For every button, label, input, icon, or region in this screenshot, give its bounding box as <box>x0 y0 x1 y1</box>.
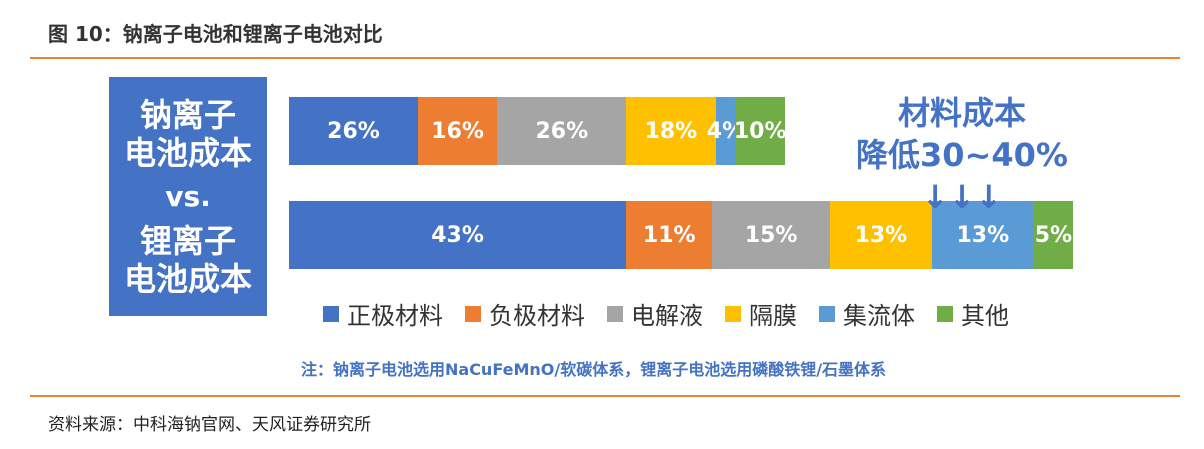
bar-value-label: 13% <box>956 222 1010 248</box>
chart-note: 注：钠离子电池选用NaCuFeMnO/软碳体系，锂离子电池选用磷酸铁锂/石墨体系 <box>301 360 887 379</box>
bar-segment <box>931 201 1034 269</box>
bar-value-label: 18% <box>644 118 698 144</box>
bar-value-label: 11% <box>642 222 696 248</box>
chart-legend: 正极材料 负极材料 电解液 隔膜 集流体 其他 <box>323 296 1009 331</box>
legend-item: 隔膜 <box>725 296 797 331</box>
bar-segment <box>289 97 418 165</box>
bar-segment <box>1033 201 1073 269</box>
header-divider <box>30 57 1180 59</box>
legend-swatch <box>819 305 835 322</box>
bar-segment <box>626 97 716 165</box>
bar-value-label: 5% <box>1034 222 1073 248</box>
legend-label: 其他 <box>961 302 1009 330</box>
bar-segment <box>715 97 736 165</box>
source-text: 资料来源：中科海钠官网、天风证券研究所 <box>48 415 371 435</box>
legend-label: 负极材料 <box>489 302 585 330</box>
side-label-line-1: 钠离子 <box>139 95 236 134</box>
legend-swatch <box>465 305 481 322</box>
callout-line-1: 材料成本 <box>897 94 1026 132</box>
legend-swatch <box>323 305 339 322</box>
bar-segment <box>735 97 785 165</box>
bar-value-label: 16% <box>431 118 484 144</box>
legend-swatch <box>725 305 741 322</box>
legend-item: 电解液 <box>607 296 703 331</box>
legend-item: 负极材料 <box>465 296 585 331</box>
bar-value-label: 26% <box>535 118 589 144</box>
legend-swatch <box>937 305 953 322</box>
side-label-line-2: 电池成本 <box>123 133 252 172</box>
side-label-line-4: 电池成本 <box>123 259 252 298</box>
bar-segment <box>829 201 932 269</box>
comparison-label-box: 钠离子 电池成本 vs. 锂离子 电池成本 <box>109 77 267 316</box>
bar-value-label: 15% <box>744 222 798 248</box>
side-label-vs: vs. <box>165 179 211 213</box>
bar-segment <box>497 97 627 165</box>
legend-item: 正极材料 <box>323 296 443 331</box>
footer-divider <box>30 395 1180 397</box>
legend-item: 其他 <box>937 296 1009 331</box>
bar-value-label: 43% <box>431 222 484 248</box>
bar-value-label: 13% <box>854 222 908 248</box>
legend-label: 隔膜 <box>749 302 797 330</box>
legend-label: 集流体 <box>843 302 915 330</box>
figure-title: 图 10：钠离子电池和锂离子电池对比 <box>48 22 383 46</box>
bar-value-label: 10% <box>733 118 787 144</box>
bar-segment <box>289 201 627 269</box>
bar-segment <box>417 97 498 165</box>
side-label-line-3: 锂离子 <box>139 221 236 260</box>
cost-reduction-callout: 材料成本 降低30~40% ↓↓↓ <box>812 92 1112 218</box>
bar-value-label: 26% <box>327 118 380 144</box>
callout-line-2: 降低30~40% ↓↓↓ <box>856 136 1068 216</box>
legend-item: 集流体 <box>819 296 915 331</box>
bar-row-lithium-ion: 43% 11% 15% 13% 13% 5% <box>289 201 1073 269</box>
bar-segment <box>626 201 713 269</box>
legend-label: 正极材料 <box>347 302 443 330</box>
bar-row-sodium-ion: 26% 16% 26% 18% 4% 10% <box>289 97 787 165</box>
bar-segment <box>712 201 830 269</box>
legend-swatch <box>607 305 623 322</box>
legend-label: 电解液 <box>631 302 703 330</box>
